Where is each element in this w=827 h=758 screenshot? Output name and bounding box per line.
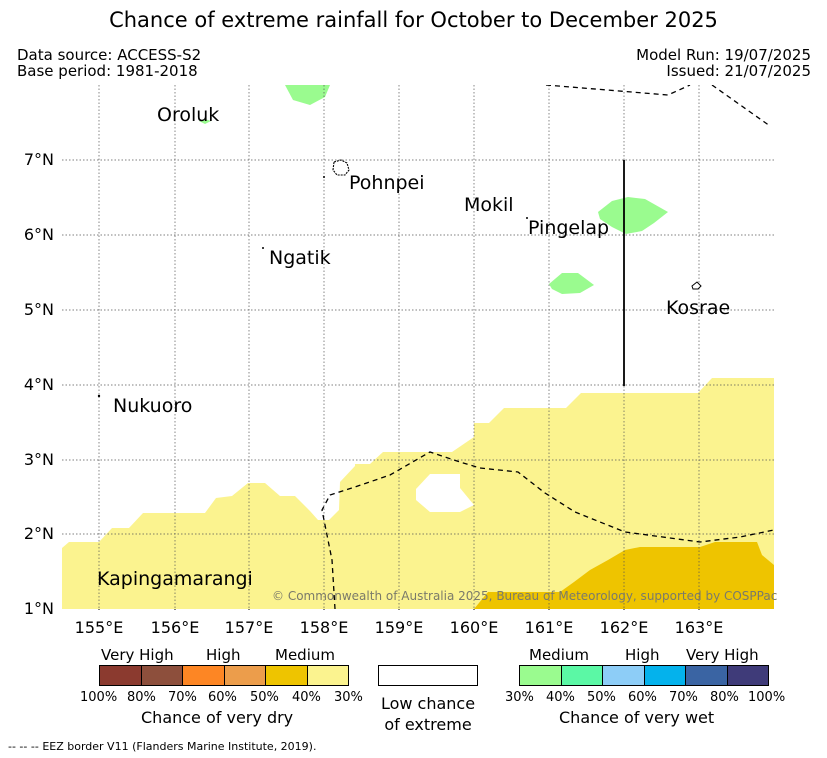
lon-label-163e: 163°E [674, 618, 724, 637]
dry-caption: Chance of very dry [141, 708, 294, 727]
wet-swatch-5 [726, 665, 769, 686]
eez-note: -- -- -- EEZ border V11 (Flanders Marine… [8, 740, 316, 753]
wet-patch-oroluk [199, 119, 211, 124]
dry-swatch-4 [265, 665, 308, 686]
wet-swatch-2 [602, 665, 645, 686]
meta-left: Data source: ACCESS-S2 Base period: 1981… [17, 47, 201, 79]
dry-level-high: High [206, 646, 241, 664]
wet-tick: 100% [748, 690, 786, 705]
dry-swatch-1 [140, 665, 183, 686]
low-chance-caption-2: of extreme [384, 715, 472, 734]
wet-patch-southeast [549, 273, 594, 294]
dry-tick: 80% [127, 690, 156, 705]
eez-borders [321, 85, 774, 610]
lat-label-7n: 7°N [23, 150, 54, 169]
lat-label-4n: 4°N [23, 375, 54, 394]
lat-label-1n: 1°N [23, 599, 54, 618]
low-chance-caption-1: Low chance [380, 694, 476, 713]
wet-tick: 60% [628, 690, 657, 705]
dry-tick: 40% [292, 690, 321, 705]
dry-swatch-2 [182, 665, 225, 686]
model-run: Model Run: 19/07/2025 [636, 46, 811, 64]
wet-level-high: High [625, 646, 660, 664]
eez-note-text: EEZ border V11 (Flanders Marine Institut… [42, 740, 317, 753]
nukuoro-island [97, 394, 101, 398]
lat-label-6n: 6°N [23, 225, 54, 244]
meta-right: Model Run: 19/07/2025 Issued: 21/07/2025 [636, 47, 811, 79]
place-oroluk: Oroluk [157, 104, 220, 126]
pohnpei-islet [323, 176, 325, 178]
dry-swatch-0 [99, 665, 142, 686]
lat-label-3n: 3°N [23, 450, 54, 469]
low-chance-swatch [378, 665, 478, 686]
place-mokil: Mokil [464, 194, 514, 216]
dry-swatch-5 [306, 665, 349, 686]
wet-patch-east [598, 197, 668, 234]
map-title: Chance of extreme rainfall for October t… [109, 8, 718, 32]
lon-label-156e: 156°E [150, 618, 200, 637]
map-panel [62, 85, 774, 610]
dry-tick: 100% [80, 690, 118, 705]
mokil-island [526, 217, 528, 219]
dry-tick: 60% [208, 690, 237, 705]
place-kapingamarangi: Kapingamarangi [97, 568, 253, 590]
wet-patch-north [285, 85, 330, 105]
dry-tick: 70% [168, 690, 197, 705]
lon-label-161e: 161°E [524, 618, 574, 637]
dry-level-very-high: Very High [101, 646, 174, 664]
place-nukuoro: Nukuoro [113, 395, 193, 417]
kosrae-island [691, 281, 702, 290]
wet-tick: 80% [710, 690, 739, 705]
lat-label-5n: 5°N [23, 300, 54, 319]
wet-tick: 40% [546, 690, 575, 705]
copyright-text: © Commonwealth of Australia 2025, Bureau… [272, 589, 778, 603]
place-pingelap: Pingelap [528, 217, 610, 239]
lon-label-155e: 155°E [74, 618, 124, 637]
ngatik-island [262, 247, 264, 249]
wet-tick: 50% [587, 690, 616, 705]
dry-tick: 50% [250, 690, 279, 705]
lon-label-162e: 162°E [599, 618, 649, 637]
wet-tick: 30% [505, 690, 534, 705]
wet-swatch-1 [560, 665, 603, 686]
issued-date: Issued: 21/07/2025 [666, 62, 811, 80]
place-pohnpei: Pohnpei [349, 172, 425, 194]
wet-level-very-high: Very High [686, 646, 759, 664]
wet-level-medium: Medium [529, 646, 589, 664]
wet-swatch-3 [643, 665, 686, 686]
lon-label-157e: 157°E [224, 618, 274, 637]
dry-tick: 30% [334, 690, 363, 705]
dry-medium-region [62, 378, 774, 609]
wet-caption: Chance of very wet [559, 708, 715, 727]
base-period: Base period: 1981-2018 [17, 62, 198, 80]
lon-label-159e: 159°E [374, 618, 424, 637]
wet-swatch-0 [519, 665, 562, 686]
place-ngatik: Ngatik [269, 247, 331, 269]
wet-swatch-4 [685, 665, 728, 686]
lon-label-158e: 158°E [299, 618, 349, 637]
data-source: Data source: ACCESS-S2 [17, 46, 202, 64]
dry-level-medium: Medium [275, 646, 335, 664]
lon-label-160e: 160°E [449, 618, 499, 637]
wet-tick: 70% [669, 690, 698, 705]
pohnpei-island [332, 159, 350, 176]
dry-swatch-3 [223, 665, 266, 686]
eez-symbol: -- -- -- [8, 740, 39, 753]
place-kosrae: Kosrae [666, 297, 731, 319]
lat-label-2n: 2°N [23, 524, 54, 543]
